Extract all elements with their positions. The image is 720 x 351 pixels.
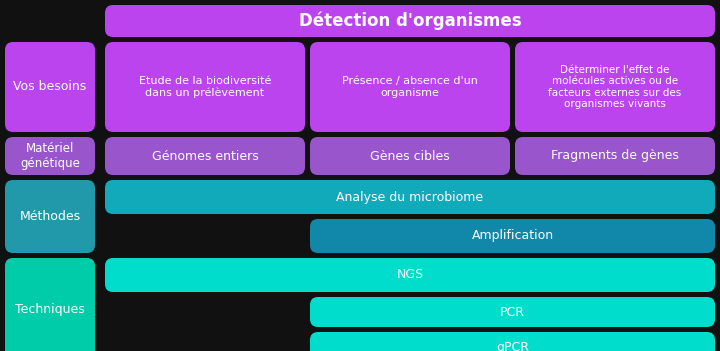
FancyBboxPatch shape xyxy=(310,297,715,327)
Text: Déterminer l'effet de
molécules actives ou de
facteurs externes sur des
organism: Déterminer l'effet de molécules actives … xyxy=(549,65,682,110)
FancyBboxPatch shape xyxy=(515,137,715,175)
FancyBboxPatch shape xyxy=(105,258,715,292)
Text: Matériel
génétique: Matériel génétique xyxy=(20,142,80,170)
FancyBboxPatch shape xyxy=(5,180,95,253)
FancyBboxPatch shape xyxy=(310,219,715,253)
Text: Présence / absence d'un
organisme: Présence / absence d'un organisme xyxy=(342,76,478,98)
FancyBboxPatch shape xyxy=(105,180,715,214)
Text: Méthodes: Méthodes xyxy=(19,210,81,223)
Text: Amplification: Amplification xyxy=(472,230,554,243)
Text: Génomes entiers: Génomes entiers xyxy=(152,150,258,163)
Text: qPCR: qPCR xyxy=(496,340,529,351)
Text: PCR: PCR xyxy=(500,305,525,318)
Text: Vos besoins: Vos besoins xyxy=(14,80,86,93)
FancyBboxPatch shape xyxy=(310,137,510,175)
FancyBboxPatch shape xyxy=(310,332,715,351)
Text: Fragments de gènes: Fragments de gènes xyxy=(551,150,679,163)
FancyBboxPatch shape xyxy=(5,258,95,351)
Text: Analyse du microbiome: Analyse du microbiome xyxy=(336,191,484,204)
FancyBboxPatch shape xyxy=(5,137,95,175)
Text: Techniques: Techniques xyxy=(15,304,85,317)
Text: Détection d'organismes: Détection d'organismes xyxy=(299,12,521,30)
FancyBboxPatch shape xyxy=(105,42,305,132)
Text: NGS: NGS xyxy=(397,269,423,282)
FancyBboxPatch shape xyxy=(105,137,305,175)
FancyBboxPatch shape xyxy=(310,42,510,132)
Text: Etude de la biodiversité
dans un prélèvement: Etude de la biodiversité dans un prélève… xyxy=(139,76,271,98)
FancyBboxPatch shape xyxy=(105,5,715,37)
FancyBboxPatch shape xyxy=(5,42,95,132)
FancyBboxPatch shape xyxy=(515,42,715,132)
Text: Gènes cibles: Gènes cibles xyxy=(370,150,450,163)
